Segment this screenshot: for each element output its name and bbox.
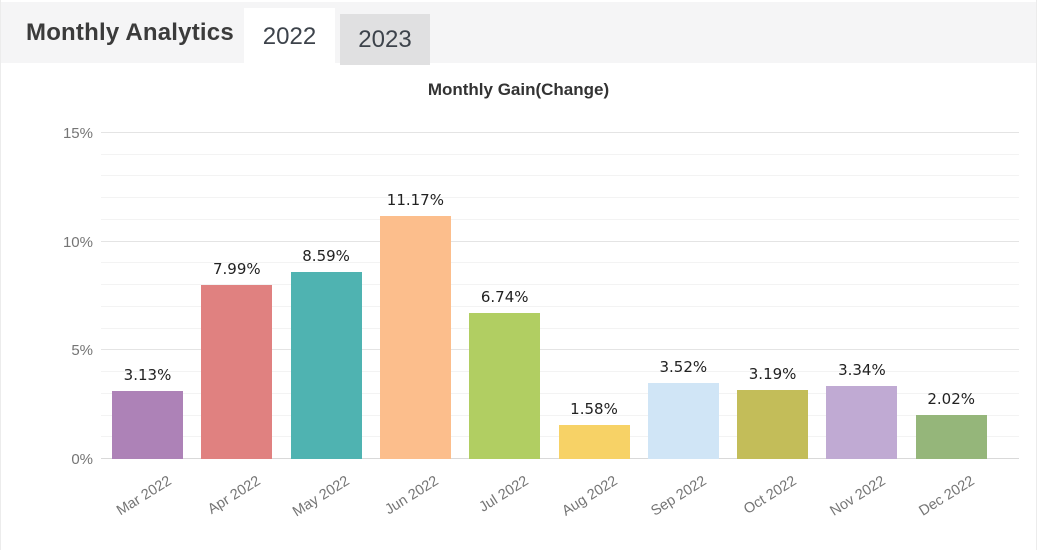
y-axis-label-10pct: 10% [62, 233, 93, 251]
gridline-14pct [101, 153, 1019, 155]
bar-value-label-mar-2022: 3.13% [123, 365, 172, 384]
chart-title: Monthly Gain(Change) [427, 80, 610, 99]
y-axis-label-15pct: 15% [62, 125, 93, 142]
x-axis-label-sep-2022: Sep 2022 [648, 473, 710, 520]
bar-nov-2022[interactable] [826, 386, 898, 459]
gridline-9pct [101, 262, 1019, 264]
bar-dec-2022[interactable] [915, 415, 987, 459]
bar-jul-2022[interactable] [469, 312, 541, 459]
bar-value-label-aug-2022: 1.58% [570, 399, 618, 418]
gridline-3pct [101, 392, 1019, 394]
gridline-7pct [101, 305, 1019, 307]
bar-value-label-dec-2022: 2.02% [927, 390, 976, 409]
gridline-15pct [101, 132, 1019, 133]
bar-value-label-may-2022: 8.59% [302, 247, 350, 266]
bar-value-label-apr-2022: 7.99% [212, 260, 261, 279]
page-title: Monthly Analytics [26, 18, 234, 46]
bar-apr-2022[interactable] [201, 285, 273, 459]
x-axis-label-jun-2022: Jun 2022 [382, 473, 442, 519]
tab-2023[interactable]: 2023 [340, 14, 430, 65]
gridline-8pct [101, 284, 1019, 286]
gridline-6pct [101, 327, 1019, 329]
bar-aug-2022[interactable] [558, 424, 630, 459]
bar-oct-2022[interactable] [737, 389, 809, 459]
bar-chart-plot-area: 0% 5% 10% 15% 3.13% Mar 2022 7.99% Apr 2022 8.59… [63, 125, 1019, 520]
gridline-10pct [101, 240, 1019, 242]
x-axis-label-oct-2022: Oct 2022 [740, 473, 800, 518]
gridline-4pct [101, 371, 1019, 373]
panel-header: Monthly Analytics 2022 2023 [1, 2, 1036, 65]
x-axis-label-aug-2022: Aug 2022 [559, 473, 621, 520]
gridline-12pct [101, 197, 1019, 199]
bar-may-2022[interactable] [290, 272, 362, 459]
gridline-5pct [101, 349, 1019, 351]
x-axis-label-dec-2022: Dec 2022 [916, 473, 978, 520]
bar-mar-2022[interactable] [112, 390, 183, 459]
bar-value-label-sep-2022: 3.52% [659, 357, 708, 376]
gridline-11pct [101, 218, 1019, 220]
y-axis-label-5pct: 5% [71, 342, 93, 360]
bar-value-label-nov-2022: 3.34% [838, 361, 886, 380]
bar-value-label-oct-2022: 3.19% [748, 364, 797, 383]
tab-2022[interactable]: 2022 [244, 8, 335, 65]
gridline-2pct [101, 414, 1019, 416]
x-axis-label-may-2022: May 2022 [290, 473, 353, 521]
y-axis-label-0pct: 0% [71, 451, 93, 468]
x-axis-label-mar-2022: Mar 2022 [113, 473, 174, 520]
x-axis-label-apr-2022: Apr 2022 [204, 473, 264, 518]
bar-sep-2022[interactable] [647, 382, 719, 459]
bar-jun-2022[interactable] [379, 216, 451, 459]
gridline-13pct [101, 175, 1019, 177]
x-axis-label-nov-2022: Nov 2022 [827, 473, 889, 520]
bar-value-label-jul-2022: 6.74% [480, 287, 529, 306]
x-axis-label-jul-2022: Jul 2022 [476, 473, 532, 516]
bar-value-label-jun-2022: 11.17% [386, 191, 444, 210]
